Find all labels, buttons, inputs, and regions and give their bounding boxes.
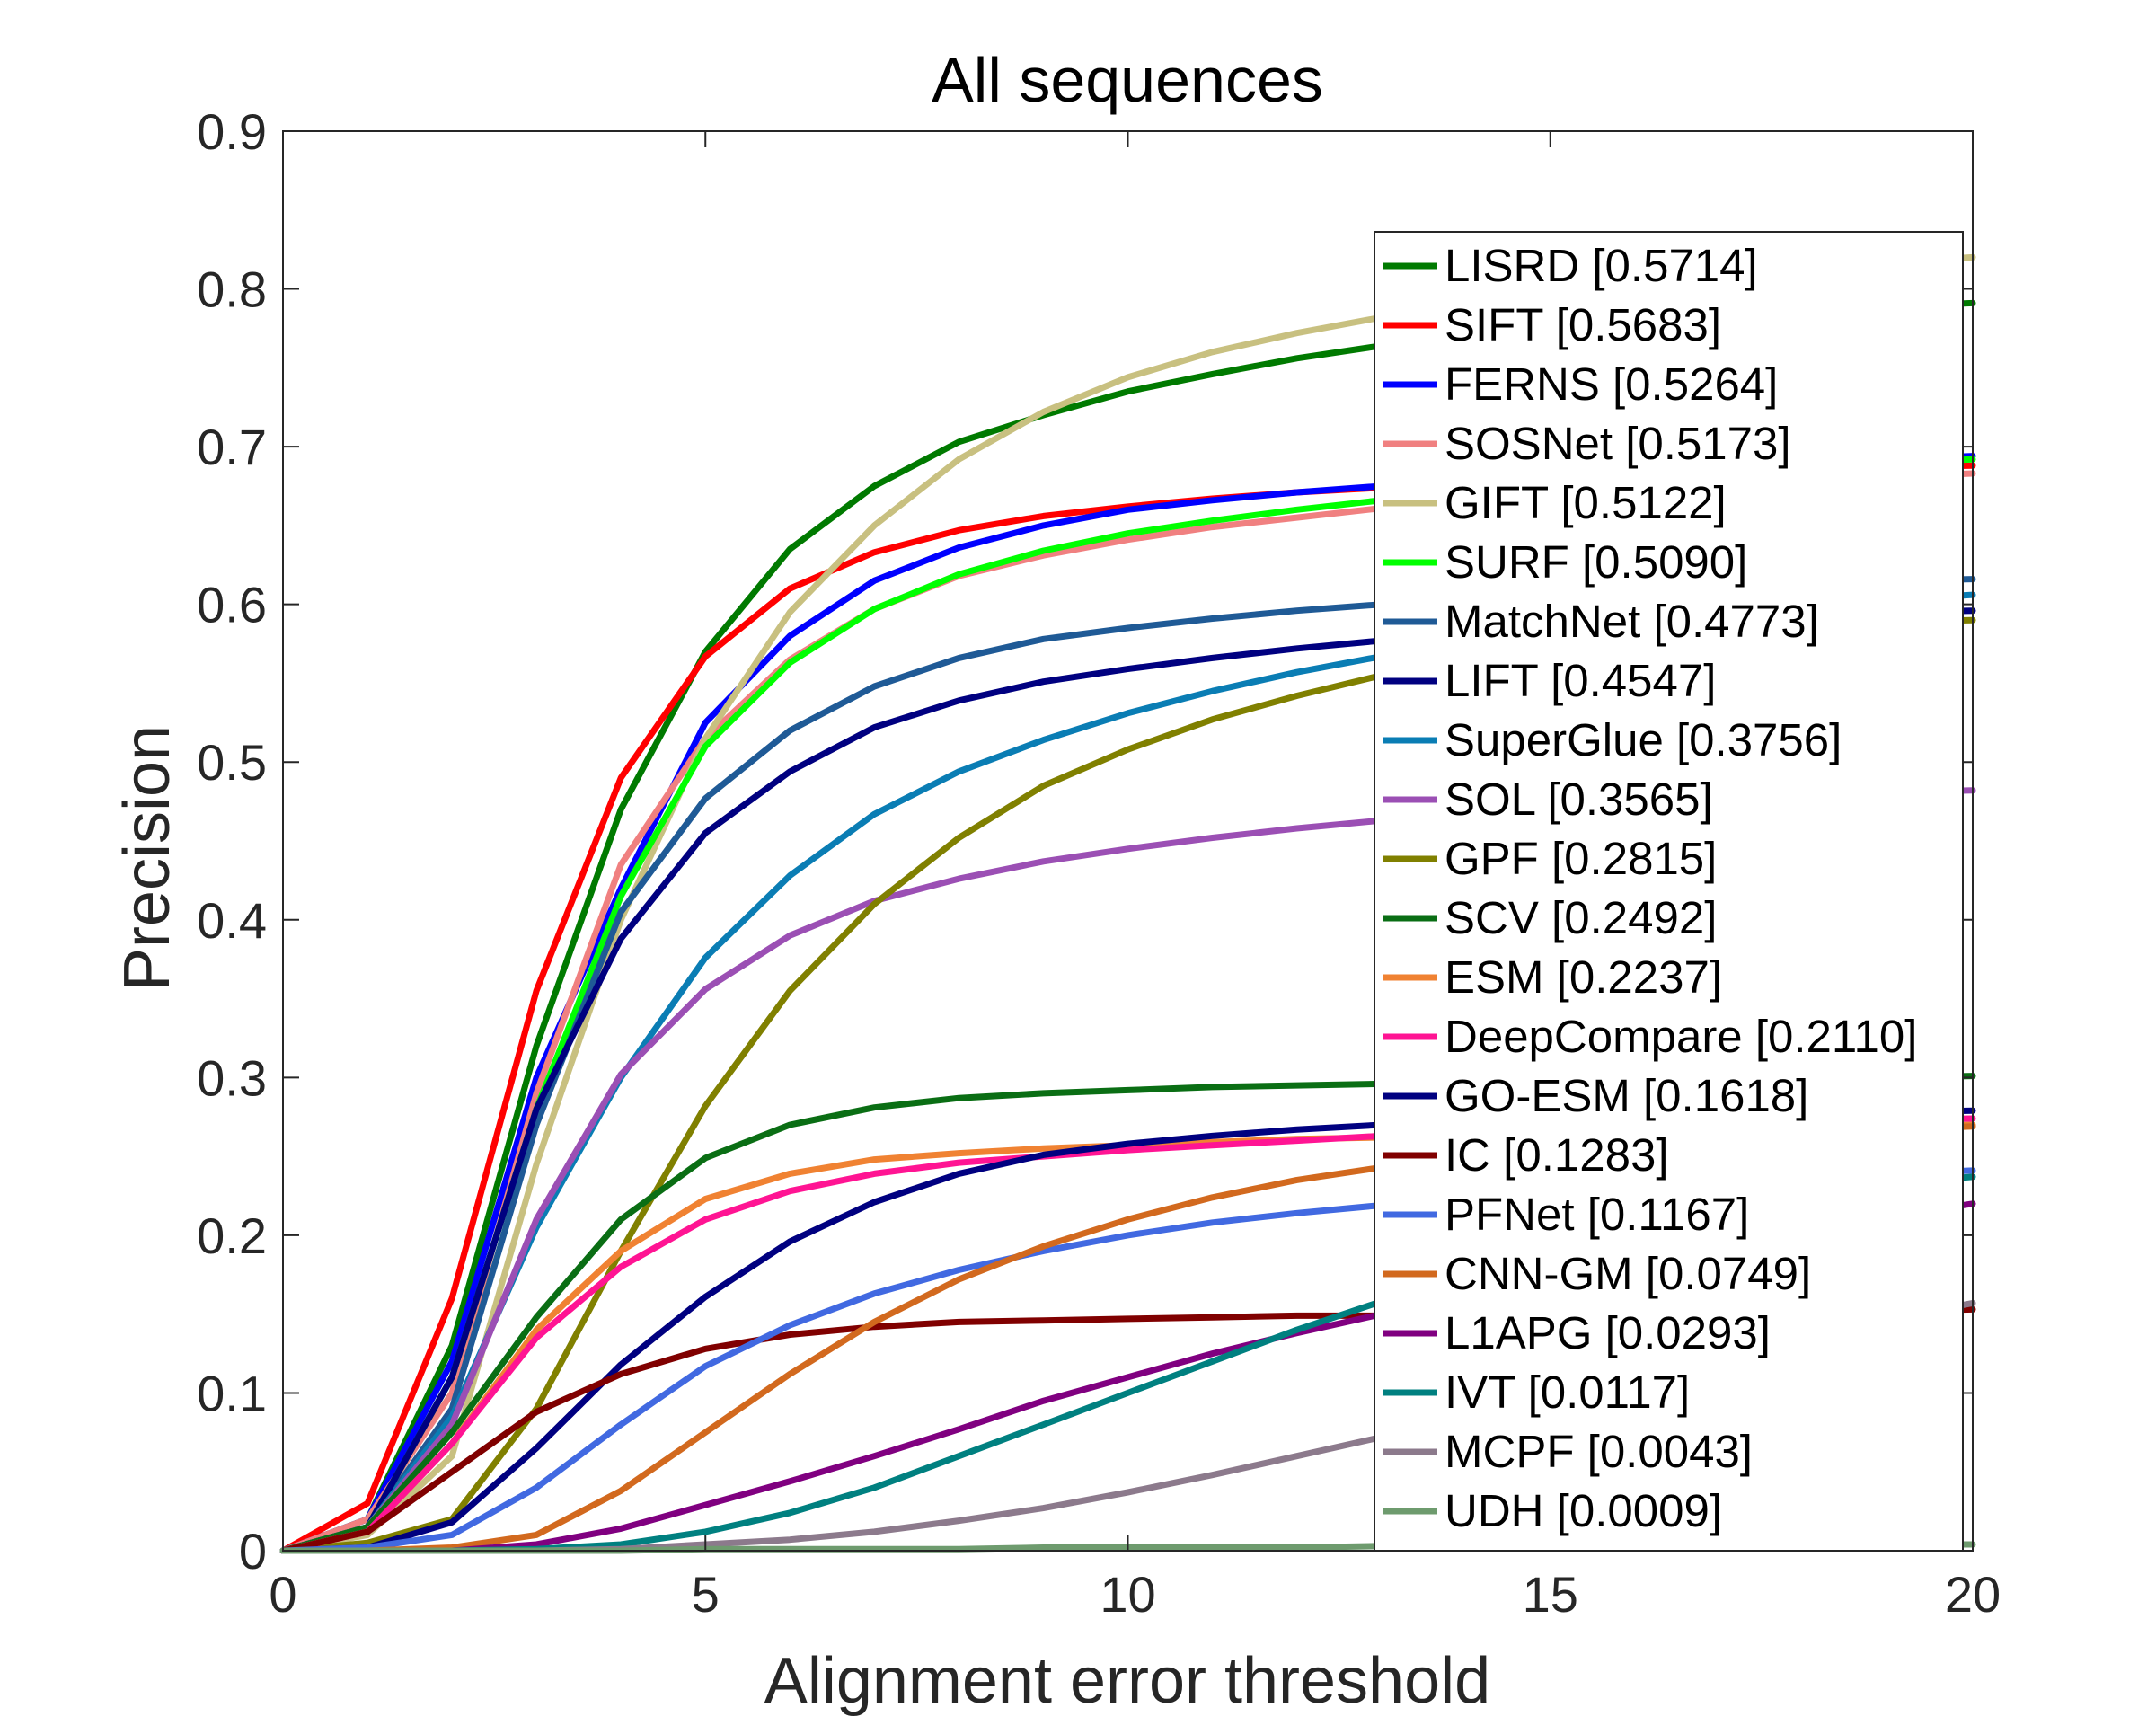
axis-ticks: 0 5 10 15 20 0 0.1 0.2 0.3 0.4 0.5 0.6 0.7 0.8 0.9 bbox=[197, 103, 2001, 1623]
y-tick-label: 0.8 bbox=[197, 261, 267, 318]
legend-entry: MatchNet [0.4773] bbox=[1445, 596, 1819, 647]
legend-entry: SURF [0.5090] bbox=[1445, 536, 1747, 588]
legend-entry: MCPF [0.0043] bbox=[1445, 1426, 1753, 1477]
legend-entry: CNN-GM [0.0749] bbox=[1445, 1248, 1811, 1299]
y-tick-label: 0.2 bbox=[197, 1208, 267, 1264]
x-axis-label: Alignment error threshold bbox=[764, 1645, 1490, 1717]
y-tick-label: 0.1 bbox=[197, 1365, 267, 1421]
legend-entry: SCV [0.2492] bbox=[1445, 892, 1717, 943]
y-tick-label: 0 bbox=[239, 1523, 267, 1579]
legend-entry: IC [0.1283] bbox=[1445, 1129, 1669, 1181]
legend-entry: ESM [0.2237] bbox=[1445, 951, 1722, 1003]
legend-entry: IVT [0.0117] bbox=[1445, 1367, 1690, 1418]
legend: LISRD [0.5714] SIFT [0.5683] FERNS [0.5264… bbox=[1374, 231, 1964, 1552]
x-tick-label: 15 bbox=[1523, 1566, 1578, 1623]
legend-entry: LISRD [0.5714] bbox=[1445, 240, 1758, 291]
legend-entry: L1APG [0.0293] bbox=[1445, 1307, 1771, 1358]
legend-entry: DeepCompare [0.2110] bbox=[1445, 1011, 1917, 1062]
legend-entry: GPF [0.2815] bbox=[1445, 833, 1717, 884]
x-tick-label: 0 bbox=[269, 1566, 296, 1623]
legend-entry: SuperGlue [0.3756] bbox=[1445, 714, 1842, 765]
y-tick-label: 0.3 bbox=[197, 1049, 267, 1106]
y-tick-label: 0.6 bbox=[197, 577, 267, 633]
legend-entry: FERNS [0.5264] bbox=[1445, 358, 1778, 410]
legend-entry: GO-ESM [0.1618] bbox=[1445, 1070, 1808, 1121]
legend-entry: SOSNet [0.5173] bbox=[1445, 418, 1791, 469]
y-axis-label: Precision bbox=[111, 725, 183, 991]
legend-entry: PFNet [0.1167] bbox=[1445, 1189, 1749, 1240]
x-tick-label: 10 bbox=[1100, 1566, 1155, 1623]
y-tick-label: 0.4 bbox=[197, 892, 267, 949]
legend-entry: SIFT [0.5683] bbox=[1445, 299, 1721, 350]
legend-entry: GIFT [0.5122] bbox=[1445, 477, 1727, 528]
chart-title: All sequences bbox=[932, 45, 1323, 115]
legend-box bbox=[1374, 231, 1964, 1552]
x-tick-label: 20 bbox=[1945, 1566, 2001, 1623]
legend-entry: UDH [0.0009] bbox=[1445, 1485, 1722, 1536]
y-tick-label: 0.5 bbox=[197, 734, 267, 791]
y-tick-label: 0.7 bbox=[197, 419, 267, 475]
legend-entry: LIFT [0.4547] bbox=[1445, 655, 1716, 706]
x-tick-label: 5 bbox=[692, 1566, 720, 1623]
y-tick-label: 0.9 bbox=[197, 103, 267, 160]
legend-entry: SOL [0.3565] bbox=[1445, 774, 1713, 825]
